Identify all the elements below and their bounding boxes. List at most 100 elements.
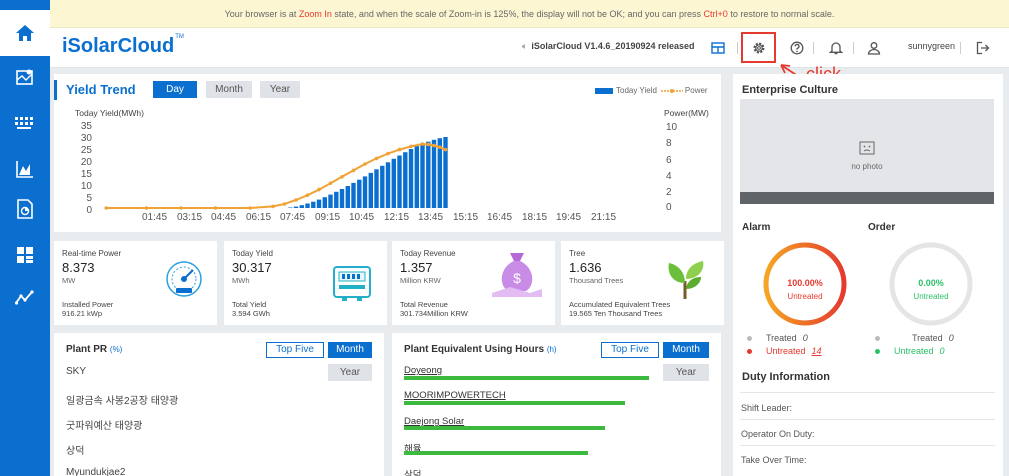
month-button[interactable]: Month xyxy=(663,342,709,358)
power-point[interactable] xyxy=(305,193,310,197)
alarm-untreated-row[interactable]: Untreated 14 xyxy=(747,346,822,356)
yield-bar[interactable] xyxy=(403,152,408,208)
power-point[interactable] xyxy=(340,175,344,179)
yield-bar[interactable] xyxy=(334,191,339,208)
yield-bar[interactable] xyxy=(414,146,419,208)
power-point[interactable] xyxy=(374,156,379,161)
yield-bar[interactable] xyxy=(443,137,448,208)
alarm-ring[interactable] xyxy=(760,239,850,329)
month-button[interactable]: Month xyxy=(328,342,372,358)
order-treated-row[interactable]: Treated 0 xyxy=(875,333,954,343)
order-untreated-row[interactable]: Untreated 0 xyxy=(875,346,945,356)
yield-bar[interactable] xyxy=(328,194,333,208)
power-point[interactable] xyxy=(438,145,442,149)
list-item[interactable]: SKY xyxy=(66,366,87,377)
power-point[interactable] xyxy=(144,206,149,210)
realtime-power-card[interactable]: Real-time Power 8.373 MW Installed Power… xyxy=(54,241,217,325)
yield-bar[interactable] xyxy=(305,203,310,209)
power-point[interactable] xyxy=(432,143,436,148)
power-point[interactable] xyxy=(271,204,275,209)
help-button[interactable] xyxy=(787,38,807,58)
alarm-untreated-count[interactable]: 14 xyxy=(811,346,822,356)
yield-bar[interactable] xyxy=(299,205,304,208)
tree-card[interactable]: Tree 1.636 Thousand Trees Accumulated Eq… xyxy=(561,241,724,325)
power-point[interactable] xyxy=(248,206,252,210)
yield-bar[interactable] xyxy=(368,172,373,208)
version-notice[interactable]: 🔈︎ iSolarCloud V1.4.6_20190924 released xyxy=(522,41,695,52)
list-item[interactable]: 삼덕 xyxy=(404,470,422,476)
power-point[interactable] xyxy=(397,147,402,152)
layout-toggle-button[interactable] xyxy=(708,38,728,58)
logout-button[interactable] xyxy=(973,38,993,58)
list-item[interactable]: 상덕 xyxy=(66,446,85,457)
yield-bar[interactable] xyxy=(397,155,402,209)
yield-bar[interactable] xyxy=(391,158,396,208)
power-point[interactable] xyxy=(426,142,431,147)
yield-bar[interactable] xyxy=(316,199,322,208)
today-revenue-card[interactable]: Today Revenue 1.357 Million KRW Total Re… xyxy=(392,241,555,325)
legend-power-label[interactable]: Power xyxy=(684,86,708,95)
power-point[interactable] xyxy=(282,202,287,206)
list-item[interactable]: 일광금속 사봉2공장 태양광 xyxy=(66,396,179,407)
yield-bar[interactable] xyxy=(362,176,368,208)
list-item[interactable]: MOORIMPOWERTECH xyxy=(404,390,506,401)
sidebar-item-grid[interactable] xyxy=(0,100,50,146)
power-point[interactable] xyxy=(294,198,298,202)
yield-bar[interactable] xyxy=(311,201,316,208)
sidebar-item-analysis[interactable] xyxy=(0,146,50,192)
notifications-button[interactable] xyxy=(826,38,846,58)
yield-bar[interactable] xyxy=(431,139,437,208)
yield-bar[interactable] xyxy=(351,182,356,208)
list-item[interactable]: Doyeong xyxy=(404,365,443,376)
today-yield-card[interactable]: Today Yield 30.317 MWh Total Yield 3.594… xyxy=(224,241,387,325)
sidebar-item-map[interactable] xyxy=(0,54,50,100)
sidebar-item-report[interactable] xyxy=(0,186,50,232)
power-point[interactable] xyxy=(317,187,321,192)
power-point[interactable] xyxy=(213,206,218,210)
order-ring[interactable] xyxy=(886,239,976,329)
sidebar-item-trend[interactable] xyxy=(0,274,50,320)
alarm-treated-row[interactable]: Treated 0 xyxy=(747,333,808,343)
top-five-button[interactable]: Top Five xyxy=(266,342,324,358)
tab-day[interactable]: Day xyxy=(153,81,197,98)
power-point[interactable] xyxy=(363,162,367,166)
year-button[interactable]: Year xyxy=(663,364,709,381)
yield-bar[interactable] xyxy=(345,186,350,208)
list-item[interactable]: 해율 xyxy=(404,444,422,455)
tab-month[interactable]: Month xyxy=(206,81,252,98)
yield-bar[interactable] xyxy=(374,169,379,208)
top-five-button[interactable]: Top Five xyxy=(601,342,659,358)
list-item[interactable]: Myundukjae2 xyxy=(66,467,126,476)
power-point[interactable] xyxy=(179,206,183,210)
yield-bar[interactable] xyxy=(420,143,425,208)
power-point[interactable] xyxy=(328,181,333,185)
settings-button[interactable] xyxy=(749,38,769,58)
power-point[interactable] xyxy=(104,206,109,210)
power-point[interactable] xyxy=(420,142,425,146)
yield-bar[interactable] xyxy=(426,141,431,208)
logo[interactable]: iSolarCloudTM xyxy=(62,34,184,58)
yield-bar[interactable] xyxy=(385,162,391,208)
sidebar-item-home[interactable] xyxy=(0,10,50,56)
power-point[interactable] xyxy=(443,147,448,152)
yield-bar[interactable] xyxy=(437,138,442,208)
power-point[interactable] xyxy=(409,144,413,149)
yield-bar[interactable] xyxy=(288,207,293,209)
user-button[interactable] xyxy=(864,38,884,58)
yield-bar[interactable] xyxy=(322,197,327,208)
list-item[interactable]: Daejong Solar xyxy=(404,416,465,427)
legend-yield-label[interactable]: Today Yield xyxy=(616,86,657,95)
year-button[interactable]: Year xyxy=(328,364,372,381)
power-point[interactable] xyxy=(351,168,356,173)
power-point[interactable] xyxy=(386,151,390,156)
username[interactable]: sunnygreen xyxy=(908,41,956,51)
list-item[interactable]: 굿파워예산 태양광 xyxy=(66,421,143,432)
yield-bar[interactable] xyxy=(293,206,299,208)
tab-year[interactable]: Year xyxy=(260,81,300,98)
yield-bar[interactable] xyxy=(357,179,362,208)
enterprise-photo[interactable]: no photo xyxy=(740,99,994,203)
yield-bar[interactable] xyxy=(339,189,345,208)
sidebar-item-dashboard[interactable] xyxy=(0,232,50,278)
yield-bar[interactable] xyxy=(380,165,385,208)
yield-bar[interactable] xyxy=(408,149,414,208)
